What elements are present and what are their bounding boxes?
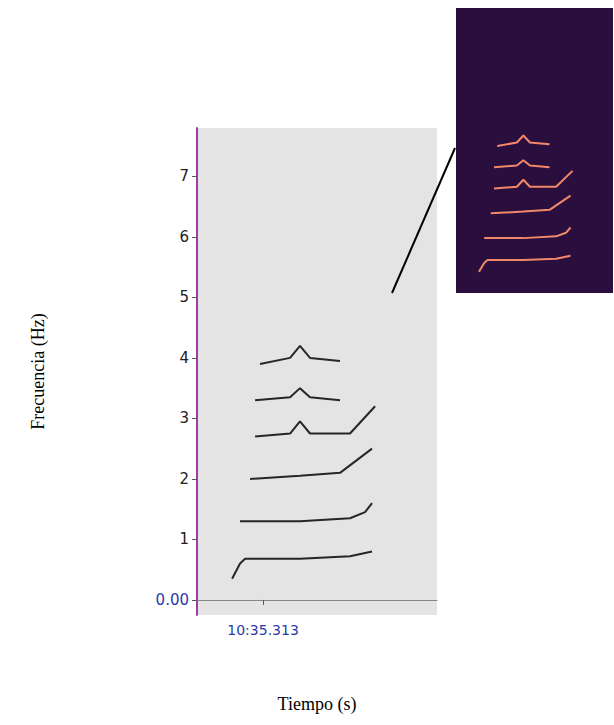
svg-text:6: 6 bbox=[179, 228, 189, 246]
svg-text:5: 5 bbox=[179, 288, 189, 306]
svg-text:3: 3 bbox=[179, 409, 189, 427]
svg-text:Frecuencia (Hz): Frecuencia (Hz) bbox=[28, 313, 49, 429]
svg-text:1: 1 bbox=[179, 530, 189, 548]
svg-text:4: 4 bbox=[179, 349, 189, 367]
svg-text:0.00: 0.00 bbox=[156, 591, 189, 609]
svg-text:2: 2 bbox=[179, 470, 189, 488]
svg-text:7: 7 bbox=[179, 167, 189, 185]
svg-text:10:35.313: 10:35.313 bbox=[227, 622, 299, 638]
svg-text:Tiempo (s): Tiempo (s) bbox=[278, 694, 357, 715]
